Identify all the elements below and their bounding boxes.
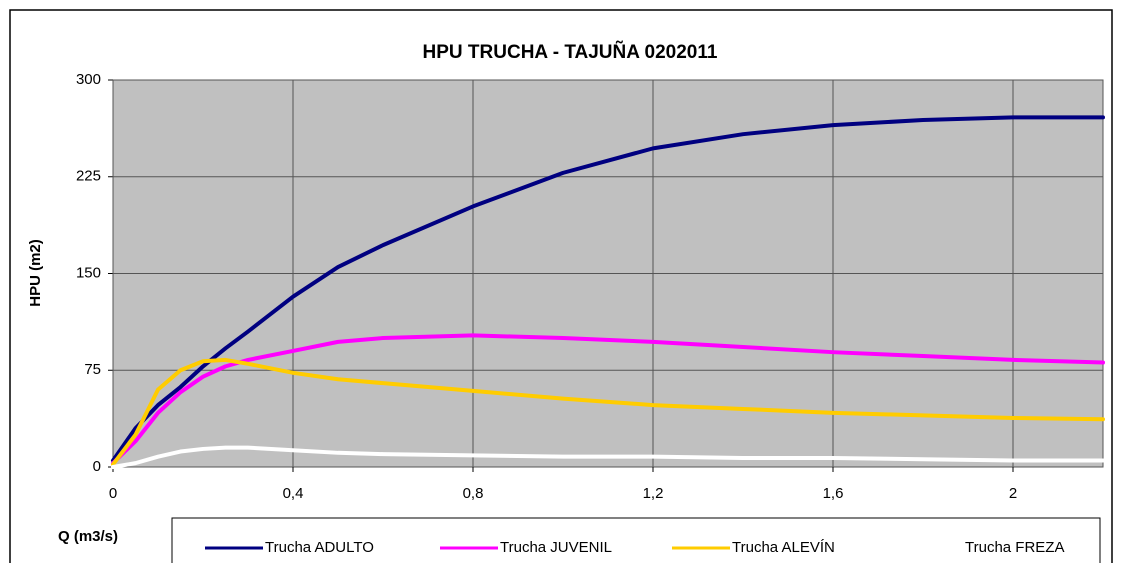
y-axis-label: HPU (m2)	[27, 239, 44, 307]
legend-label: Trucha FREZA	[965, 539, 1064, 556]
series-line	[111, 333, 1105, 466]
series-line	[111, 357, 1105, 467]
x-tick-label: 1,6	[823, 485, 844, 502]
chart-title: HPU TRUCHA - TAJUÑA 0202011	[423, 41, 718, 63]
legend-label: Trucha JUVENIL	[500, 539, 612, 556]
legend-label: Trucha ALEVÍN	[732, 539, 835, 556]
y-tick-label: 225	[76, 168, 101, 185]
y-tick-label: 150	[76, 264, 101, 281]
y-tick-label: 300	[76, 71, 101, 88]
series-line	[111, 445, 1105, 469]
y-tick-label: 0	[93, 458, 101, 475]
y-tick-label: 75	[84, 361, 101, 378]
series-line	[111, 115, 1105, 463]
x-tick-label: 0	[109, 485, 117, 502]
x-axis-label: Q (m3/s)	[58, 528, 118, 545]
legend	[171, 517, 1101, 563]
legend-label: Trucha ADULTO	[265, 539, 374, 556]
x-tick-label: 1,2	[643, 485, 664, 502]
x-tick-label: 0,4	[283, 485, 304, 502]
x-tick-label: 2	[1009, 485, 1017, 502]
x-tick-label: 0,8	[463, 485, 484, 502]
